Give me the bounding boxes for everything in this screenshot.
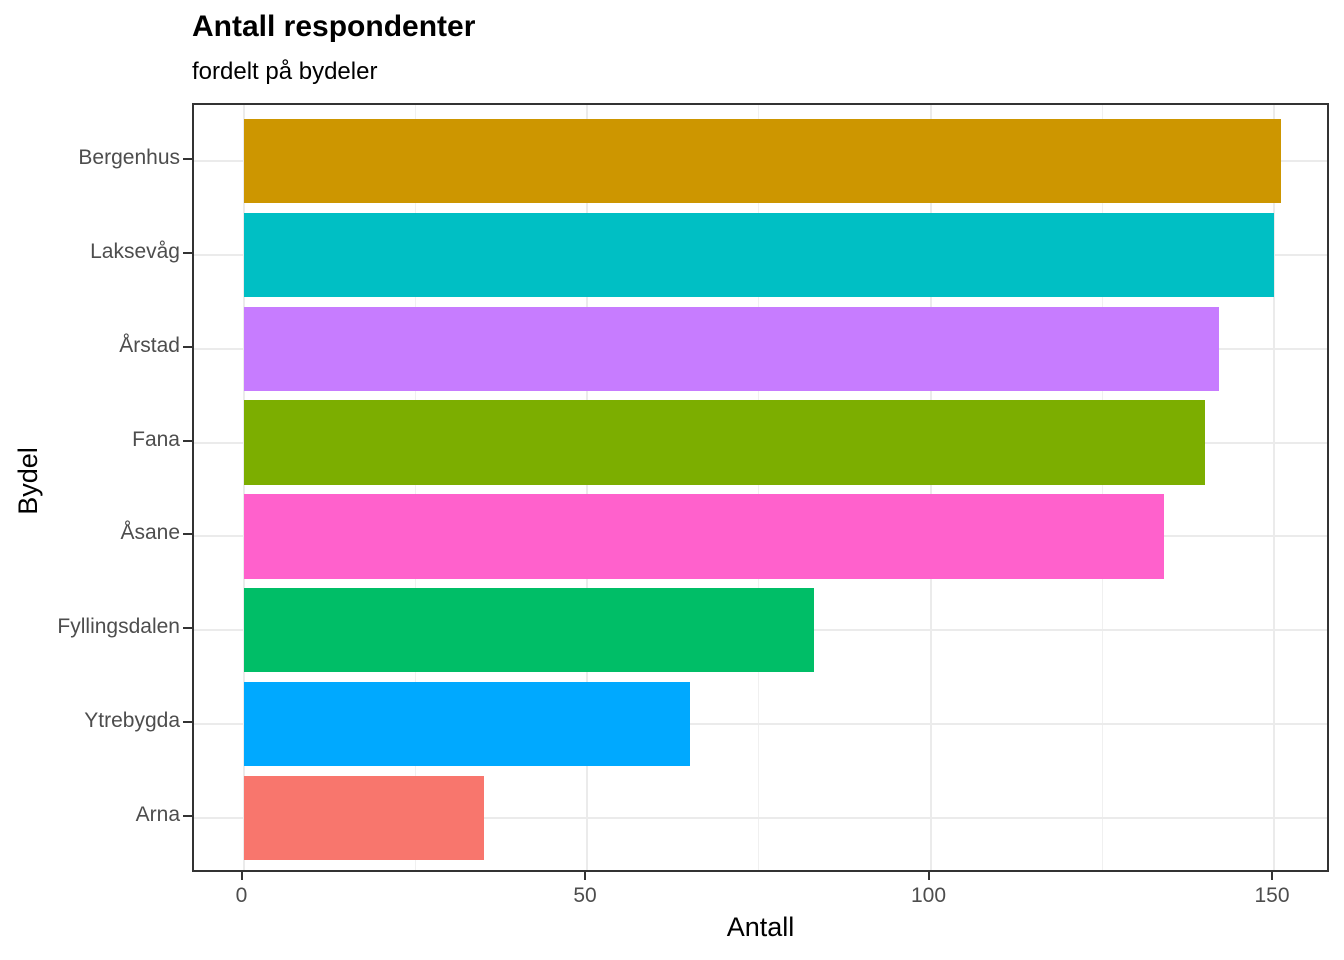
- bar-fyllingsdalen: [243, 587, 814, 673]
- plot-panel: [192, 103, 1329, 872]
- bar-åsane: [243, 494, 1165, 579]
- category-gridline: [194, 816, 1327, 819]
- chart-title: Antall respondenter: [192, 10, 476, 43]
- x-tick-label: 50: [573, 884, 597, 907]
- x-axis-title: Antall: [726, 912, 795, 942]
- x-tick-label: 0: [235, 884, 248, 907]
- major-gridline: [242, 105, 245, 870]
- x-tick-mark: [584, 872, 586, 880]
- minor-gridline: [414, 105, 416, 870]
- chart-subtitle: fordelt på bydeler: [192, 58, 378, 85]
- y-tick-mark: [183, 720, 192, 723]
- category-gridline: [194, 722, 1327, 725]
- y-tick-mark: [183, 252, 192, 255]
- minor-gridline: [758, 105, 760, 870]
- x-tick-label: 150: [1254, 884, 1290, 907]
- bar-fana: [243, 400, 1206, 485]
- minor-gridline: [1101, 105, 1103, 870]
- x-tick-mark: [240, 872, 243, 880]
- x-tick-label: 100: [910, 884, 947, 907]
- y-tick-mark: [183, 814, 192, 817]
- y-tick-label: Ytrebygda: [84, 708, 180, 732]
- x-tick-mark: [927, 872, 930, 880]
- y-tick-label: Årstad: [119, 333, 180, 357]
- y-tick-mark: [183, 533, 192, 536]
- bar-bergenhus: [243, 119, 1281, 204]
- major-gridline: [586, 105, 588, 870]
- y-tick-mark: [183, 627, 192, 630]
- y-tick-label: Fyllingsdalen: [57, 615, 180, 639]
- y-tick-label: Laksevåg: [90, 240, 180, 264]
- y-tick-label: Fana: [132, 427, 180, 451]
- y-tick-mark: [183, 439, 192, 442]
- x-tick-mark: [1271, 872, 1273, 880]
- y-tick-label: Åsane: [120, 521, 180, 545]
- y-tick-label: Bergenhus: [78, 146, 180, 170]
- bar-årstad: [243, 306, 1220, 392]
- bar-ytrebygda: [243, 681, 691, 767]
- y-axis-title: Bydel: [13, 447, 43, 515]
- major-gridline: [929, 105, 932, 870]
- bar-arna: [243, 775, 484, 860]
- y-tick-mark: [183, 345, 192, 348]
- bar-laksevåg: [243, 212, 1274, 298]
- y-tick-label: Arna: [135, 802, 180, 826]
- major-gridline: [1273, 105, 1275, 870]
- y-tick-mark: [183, 158, 192, 161]
